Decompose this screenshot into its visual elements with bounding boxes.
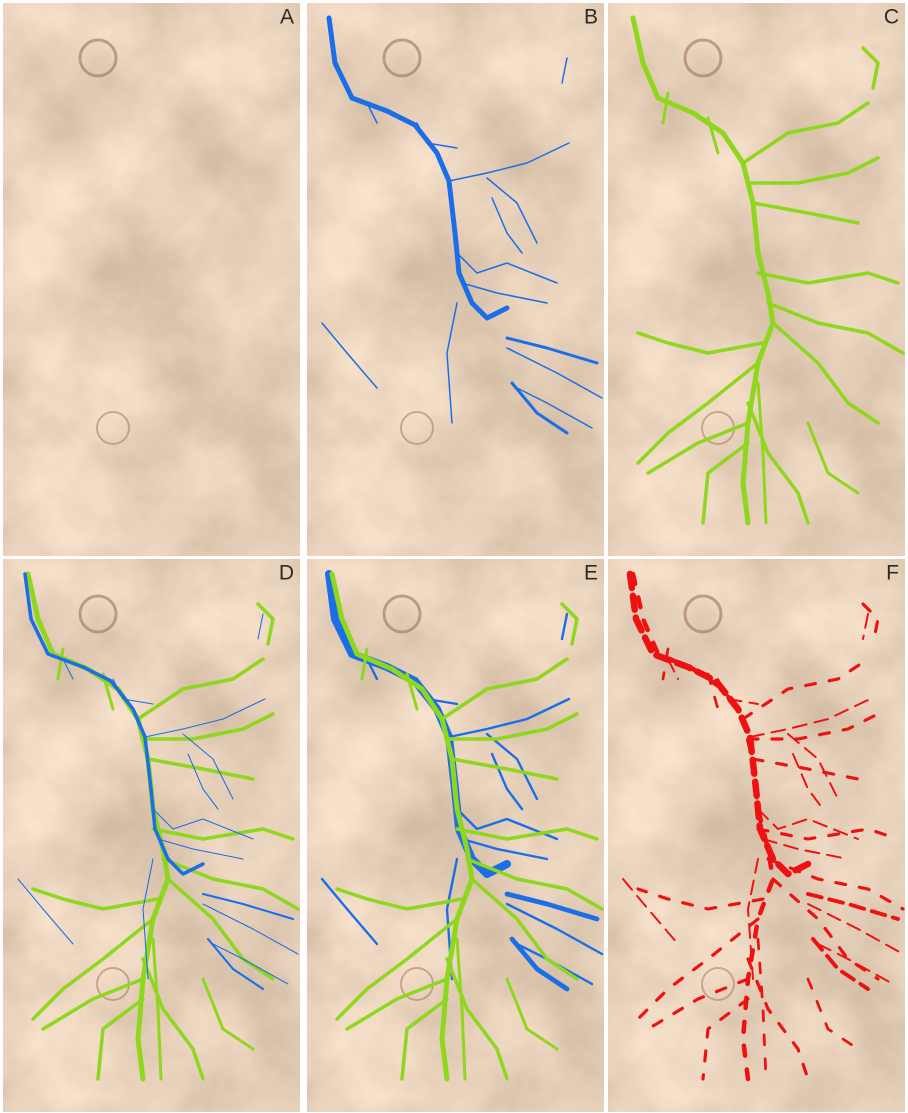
panel: E	[307, 559, 604, 1112]
terrain	[307, 3, 604, 556]
panel: C	[608, 3, 905, 556]
panel: A	[3, 3, 300, 556]
figure: A B C D E F	[0, 0, 908, 1113]
panel: F	[608, 559, 905, 1112]
panel-label: F	[886, 561, 899, 584]
panel-label: E	[584, 561, 598, 584]
panel-label: D	[279, 561, 294, 584]
panel-label: B	[584, 5, 598, 28]
terrain	[3, 3, 300, 556]
panel-label: C	[884, 5, 899, 28]
panel: B	[307, 3, 604, 556]
panel-label: A	[280, 5, 294, 28]
page: ABCDEF (() => { const data = JSON.parse(…	[0, 0, 908, 1113]
panel: D	[3, 559, 300, 1112]
